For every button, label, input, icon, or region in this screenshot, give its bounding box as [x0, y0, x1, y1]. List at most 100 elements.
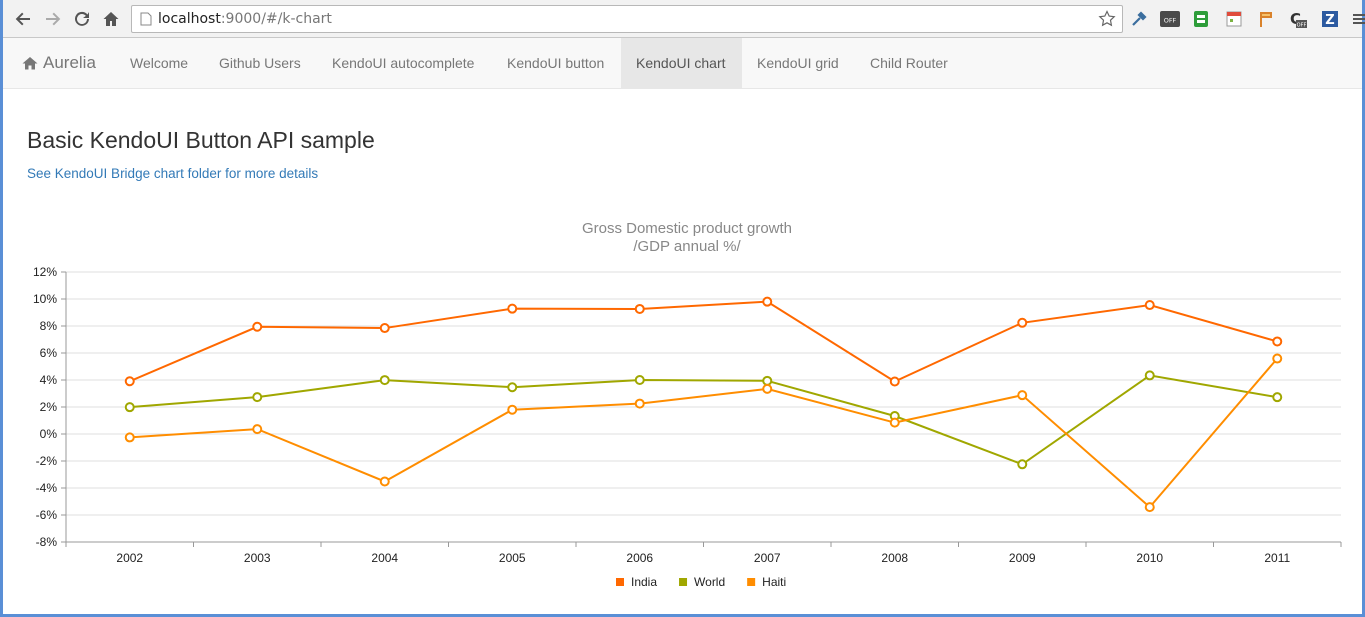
app-navbar: Aurelia Welcome Github Users KendoUI aut…: [3, 38, 1362, 89]
calendar-icon[interactable]: [1224, 9, 1244, 29]
x-tick-label: 2003: [244, 551, 271, 565]
data-point-world: [124, 402, 135, 413]
nav-item-label: KendoUI autocomplete: [332, 55, 475, 71]
data-point-world: [1144, 370, 1155, 381]
data-point-india: [124, 376, 135, 387]
details-link[interactable]: See KendoUI Bridge chart folder for more…: [27, 166, 319, 181]
data-point-india: [889, 376, 900, 387]
legend-label-india: India: [631, 575, 657, 589]
chart-subtitle: /GDP annual %/: [633, 238, 741, 255]
nav-item-label: KendoUI button: [507, 55, 605, 71]
data-point-haiti: [634, 398, 645, 409]
data-point-haiti: [379, 476, 390, 487]
data-point-world: [762, 375, 773, 386]
chart-svg: Gross Domestic product growth /GDP annua…: [33, 220, 1342, 589]
data-point-india: [1272, 336, 1283, 347]
reload-icon[interactable]: [71, 8, 93, 30]
bookmark-star-icon[interactable]: [1098, 10, 1116, 33]
data-point-india: [762, 296, 773, 307]
x-tick-label: 2008: [881, 551, 908, 565]
x-tick-label: 2011: [1264, 551, 1290, 565]
nav-item-label: KendoUI chart: [636, 55, 726, 71]
gdp-chart: Gross Domestic product growth /GDP annua…: [3, 205, 1362, 605]
home-icon[interactable]: [100, 8, 122, 30]
x-tick-label: 2006: [626, 551, 653, 565]
data-point-world: [634, 374, 645, 385]
brand-link[interactable]: Aurelia: [22, 38, 96, 88]
x-tick-label: 2009: [1009, 551, 1036, 565]
nav-item-label: Github Users: [219, 55, 301, 71]
svg-text:OFF: OFF: [1297, 23, 1307, 29]
x-tick-label: 2005: [499, 551, 526, 565]
y-tick-label: 2%: [40, 400, 58, 414]
back-icon[interactable]: [12, 8, 34, 30]
y-tick-label: -8%: [36, 535, 58, 549]
data-point-india: [252, 321, 263, 332]
data-point-haiti: [762, 383, 773, 394]
series-line-world: [129, 374, 1278, 466]
forward-icon[interactable]: [42, 8, 64, 30]
data-point-world: [1272, 392, 1283, 403]
nav-item-kendoui-autocomplete[interactable]: KendoUI autocomplete: [317, 38, 489, 88]
nav-item-welcome[interactable]: Welcome: [115, 38, 203, 88]
url-text: localhost:9000/#/k-chart: [158, 11, 332, 27]
page-title: Basic KendoUI Button API sample: [27, 127, 375, 153]
svg-text:Z: Z: [1325, 13, 1334, 28]
data-point-haiti: [124, 432, 135, 443]
y-tick-label: 10%: [33, 292, 57, 306]
y-tick-label: 4%: [40, 373, 58, 387]
data-point-haiti: [252, 424, 263, 435]
eyedropper-icon[interactable]: [1129, 9, 1149, 29]
legend-label-world: World: [694, 575, 725, 589]
data-point-haiti: [889, 417, 900, 428]
series-line-haiti: [129, 357, 1279, 509]
x-tick-label: 2007: [754, 551, 781, 565]
zotero-icon[interactable]: Z: [1320, 9, 1340, 29]
flag-tool-icon[interactable]: [1256, 9, 1276, 29]
series-line-india: [129, 300, 1278, 383]
y-tick-label: 12%: [33, 265, 57, 279]
data-point-haiti: [1272, 353, 1283, 364]
legend-label-haiti: Haiti: [762, 575, 786, 589]
address-bar[interactable]: localhost:9000/#/k-chart: [131, 5, 1123, 33]
y-tick-label: -6%: [36, 508, 58, 522]
x-tick-label: 2002: [116, 551, 143, 565]
nav-item-kendoui-chart[interactable]: KendoUI chart: [621, 38, 742, 88]
url-host: localhost: [158, 11, 221, 27]
data-point-india: [1017, 317, 1028, 328]
data-point-india: [634, 303, 645, 314]
data-point-world: [252, 392, 263, 403]
legend-marker-world: [679, 578, 688, 586]
svg-text:OFF: OFF: [1164, 17, 1177, 25]
home-icon: [22, 57, 38, 70]
y-tick-label: 0%: [40, 427, 58, 441]
y-tick-label: -2%: [36, 454, 58, 468]
page-icon: [140, 12, 152, 26]
data-point-india: [507, 303, 518, 314]
off-toggle-icon[interactable]: OFF: [1160, 9, 1180, 29]
url-path: :9000/#/k-chart: [220, 11, 332, 27]
chart-title: Gross Domestic product growth: [582, 220, 792, 237]
android-icon[interactable]: [1191, 9, 1211, 29]
legend-marker-haiti: [747, 578, 756, 586]
brand-label: Aurelia: [43, 53, 96, 72]
legend-marker-india: [616, 578, 624, 586]
nav-item-kendoui-grid[interactable]: KendoUI grid: [742, 38, 854, 88]
cookie-off-icon[interactable]: C OFF: [1288, 9, 1308, 29]
nav-item-kendoui-button[interactable]: KendoUI button: [492, 38, 619, 88]
data-point-world: [379, 375, 390, 386]
nav-item-child-router[interactable]: Child Router: [855, 38, 963, 88]
y-tick-label: -4%: [36, 481, 58, 495]
svg-text:C: C: [1290, 10, 1301, 28]
data-point-haiti: [507, 404, 518, 415]
nav-item-github-users[interactable]: Github Users: [204, 38, 316, 88]
data-point-india: [1144, 300, 1155, 311]
x-tick-label: 2010: [1136, 551, 1163, 565]
menu-icon[interactable]: [1349, 9, 1365, 29]
x-tick-label: 2004: [371, 551, 398, 565]
browser-toolbar: localhost:9000/#/k-chart OFF C OFF Z: [3, 0, 1365, 38]
data-point-haiti: [1017, 390, 1028, 401]
y-tick-label: 6%: [40, 346, 58, 360]
nav-item-label: Welcome: [130, 55, 189, 71]
